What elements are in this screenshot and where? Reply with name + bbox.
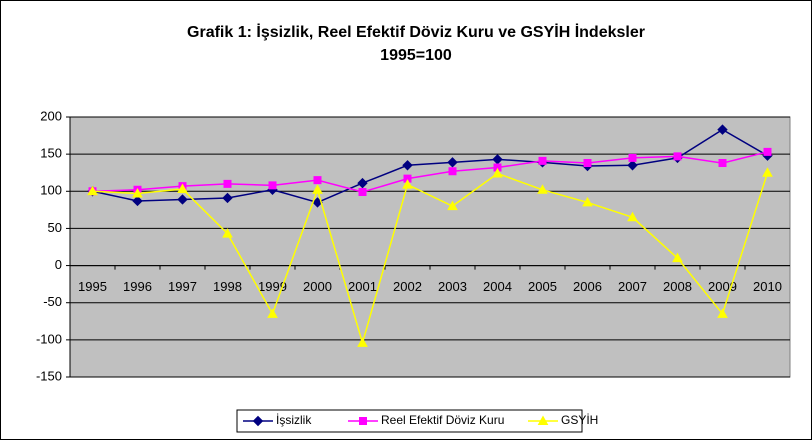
y-tick-label: 50 [48, 220, 62, 235]
plot-area [69, 116, 791, 378]
y-tick-label: 100 [40, 183, 62, 198]
x-tick-label: 2005 [528, 279, 557, 294]
marker [252, 415, 264, 427]
marker [312, 184, 323, 194]
marker [582, 196, 593, 207]
legend-box [236, 409, 583, 433]
marker [222, 228, 233, 238]
marker [718, 159, 727, 168]
x-tick-label: 2002 [393, 279, 422, 294]
marker [177, 194, 188, 205]
legend-label: GSYİH [561, 413, 598, 427]
x-tick-label: 1998 [213, 279, 242, 294]
x-tick-label: 1999 [258, 279, 287, 294]
marker [717, 308, 728, 318]
marker [537, 415, 549, 425]
marker [538, 156, 547, 165]
marker [177, 183, 188, 194]
x-tick-label: 2007 [618, 279, 647, 294]
marker [223, 179, 232, 188]
x-tick-label: 2003 [438, 279, 467, 294]
marker [222, 192, 233, 204]
marker [493, 163, 502, 172]
marker [672, 252, 683, 263]
marker [627, 160, 638, 171]
x-tick-label: 2000 [303, 279, 332, 294]
marker [403, 174, 412, 183]
marker [358, 188, 367, 197]
marker [717, 124, 728, 135]
x-tick-label: 2001 [348, 279, 377, 294]
legend-label: Reel Efektif Döviz Kuru [381, 413, 504, 427]
y-tick-label: 0 [55, 257, 62, 272]
marker [673, 152, 682, 161]
marker [87, 185, 98, 196]
x-tick-label: 1995 [78, 279, 107, 294]
marker [313, 176, 322, 185]
x-tick-label: 2006 [573, 279, 602, 294]
x-tick-label: 1996 [123, 279, 152, 294]
marker [132, 195, 143, 207]
marker [359, 417, 367, 425]
marker [492, 167, 503, 178]
marker [628, 153, 637, 162]
marker [357, 337, 368, 347]
x-tick-label: 2004 [483, 279, 512, 294]
marker [402, 179, 413, 189]
x-tick-label: 2010 [753, 279, 782, 294]
marker [447, 157, 458, 168]
series-line [92, 151, 768, 193]
marker [627, 211, 638, 222]
marker [357, 177, 368, 189]
marker [448, 167, 457, 176]
marker [267, 308, 278, 318]
y-tick-label: -150 [36, 368, 62, 383]
legend: İşsizlik Reel Efektif Döviz Kuru GSYİH [236, 409, 598, 433]
y-tick-label: -100 [36, 331, 62, 346]
series-line [92, 172, 769, 346]
marker [268, 181, 277, 190]
marker [402, 160, 413, 171]
chart-subtitle: 1995=100 [380, 47, 452, 64]
marker [762, 167, 773, 177]
chart-title: Grafik 1: İşsizlik, Reel Efektif Döviz K… [187, 23, 645, 41]
marker [763, 147, 772, 156]
legend-label: İşsizlik [276, 413, 312, 427]
marker [447, 200, 458, 211]
y-tick-label: 150 [40, 146, 62, 161]
y-tick-label: 200 [40, 108, 62, 123]
marker [583, 159, 592, 168]
marker [537, 184, 548, 194]
series-line [92, 128, 768, 204]
x-tick-label: 1997 [168, 279, 197, 294]
x-tick-label: 2008 [663, 279, 692, 294]
y-tick-label: -50 [43, 294, 62, 309]
marker [132, 187, 143, 198]
